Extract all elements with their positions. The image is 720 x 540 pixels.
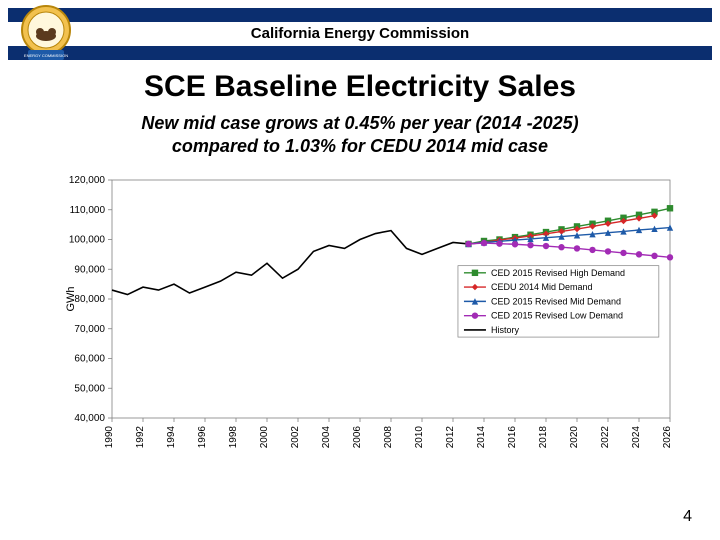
page-number: 4 bbox=[683, 508, 692, 526]
svg-text:2002: 2002 bbox=[290, 426, 301, 449]
svg-text:History: History bbox=[491, 325, 520, 335]
svg-text:60,000: 60,000 bbox=[74, 354, 105, 365]
svg-text:2008: 2008 bbox=[383, 426, 394, 449]
subtitle-line-1: New mid case grows at 0.45% per year (20… bbox=[141, 113, 578, 133]
header-banner: California Energy Commission bbox=[8, 8, 712, 60]
svg-text:CEDU 2014 Mid Demand: CEDU 2014 Mid Demand bbox=[491, 282, 593, 292]
subtitle-line-2: compared to 1.03% for CEDU 2014 mid case bbox=[172, 136, 548, 156]
svg-text:2004: 2004 bbox=[321, 426, 332, 449]
header-title: California Energy Commission bbox=[8, 22, 712, 46]
svg-text:1990: 1990 bbox=[104, 426, 115, 449]
svg-text:CED 2015 Revised Mid Demand: CED 2015 Revised Mid Demand bbox=[491, 296, 621, 306]
svg-text:2012: 2012 bbox=[445, 426, 456, 449]
svg-text:2014: 2014 bbox=[476, 426, 487, 449]
svg-text:2018: 2018 bbox=[538, 426, 549, 449]
svg-text:1994: 1994 bbox=[166, 426, 177, 449]
svg-text:2006: 2006 bbox=[352, 426, 363, 449]
svg-text:100,000: 100,000 bbox=[69, 235, 106, 246]
svg-text:1998: 1998 bbox=[228, 426, 239, 449]
svg-text:1996: 1996 bbox=[197, 426, 208, 449]
svg-text:2010: 2010 bbox=[414, 426, 425, 449]
state-seal: ENERGY COMMISSION bbox=[14, 2, 78, 66]
svg-text:2020: 2020 bbox=[569, 426, 580, 449]
svg-text:40,000: 40,000 bbox=[74, 413, 105, 424]
svg-text:2022: 2022 bbox=[600, 426, 611, 449]
chart-container: 40,000 50,000 60,000 70,000 80,000 90,000 100,… bbox=[60, 172, 680, 472]
svg-text:50,000: 50,000 bbox=[74, 383, 105, 394]
line-chart: 40,000 50,000 60,000 70,000 80,000 90,000 100,… bbox=[60, 172, 680, 472]
svg-text:ENERGY COMMISSION: ENERGY COMMISSION bbox=[24, 53, 68, 58]
svg-text:80,000: 80,000 bbox=[74, 294, 105, 305]
svg-text:90,000: 90,000 bbox=[74, 264, 105, 275]
svg-text:GWh: GWh bbox=[65, 286, 77, 311]
svg-text:110,000: 110,000 bbox=[70, 205, 106, 216]
svg-text:CED 2015 Revised High Demand: CED 2015 Revised High Demand bbox=[491, 268, 625, 278]
svg-text:2026: 2026 bbox=[662, 426, 673, 449]
svg-text:2000: 2000 bbox=[259, 426, 270, 449]
slide-title: SCE Baseline Electricity Sales bbox=[0, 70, 720, 104]
svg-text:2016: 2016 bbox=[507, 426, 518, 449]
svg-text:CED 2015 Revised Low Demand: CED 2015 Revised Low Demand bbox=[491, 311, 623, 321]
svg-text:70,000: 70,000 bbox=[74, 324, 105, 335]
svg-text:1992: 1992 bbox=[135, 426, 146, 449]
slide-subtitle: New mid case grows at 0.45% per year (20… bbox=[0, 112, 720, 157]
svg-text:2024: 2024 bbox=[631, 426, 642, 449]
svg-text:120,000: 120,000 bbox=[69, 175, 106, 186]
